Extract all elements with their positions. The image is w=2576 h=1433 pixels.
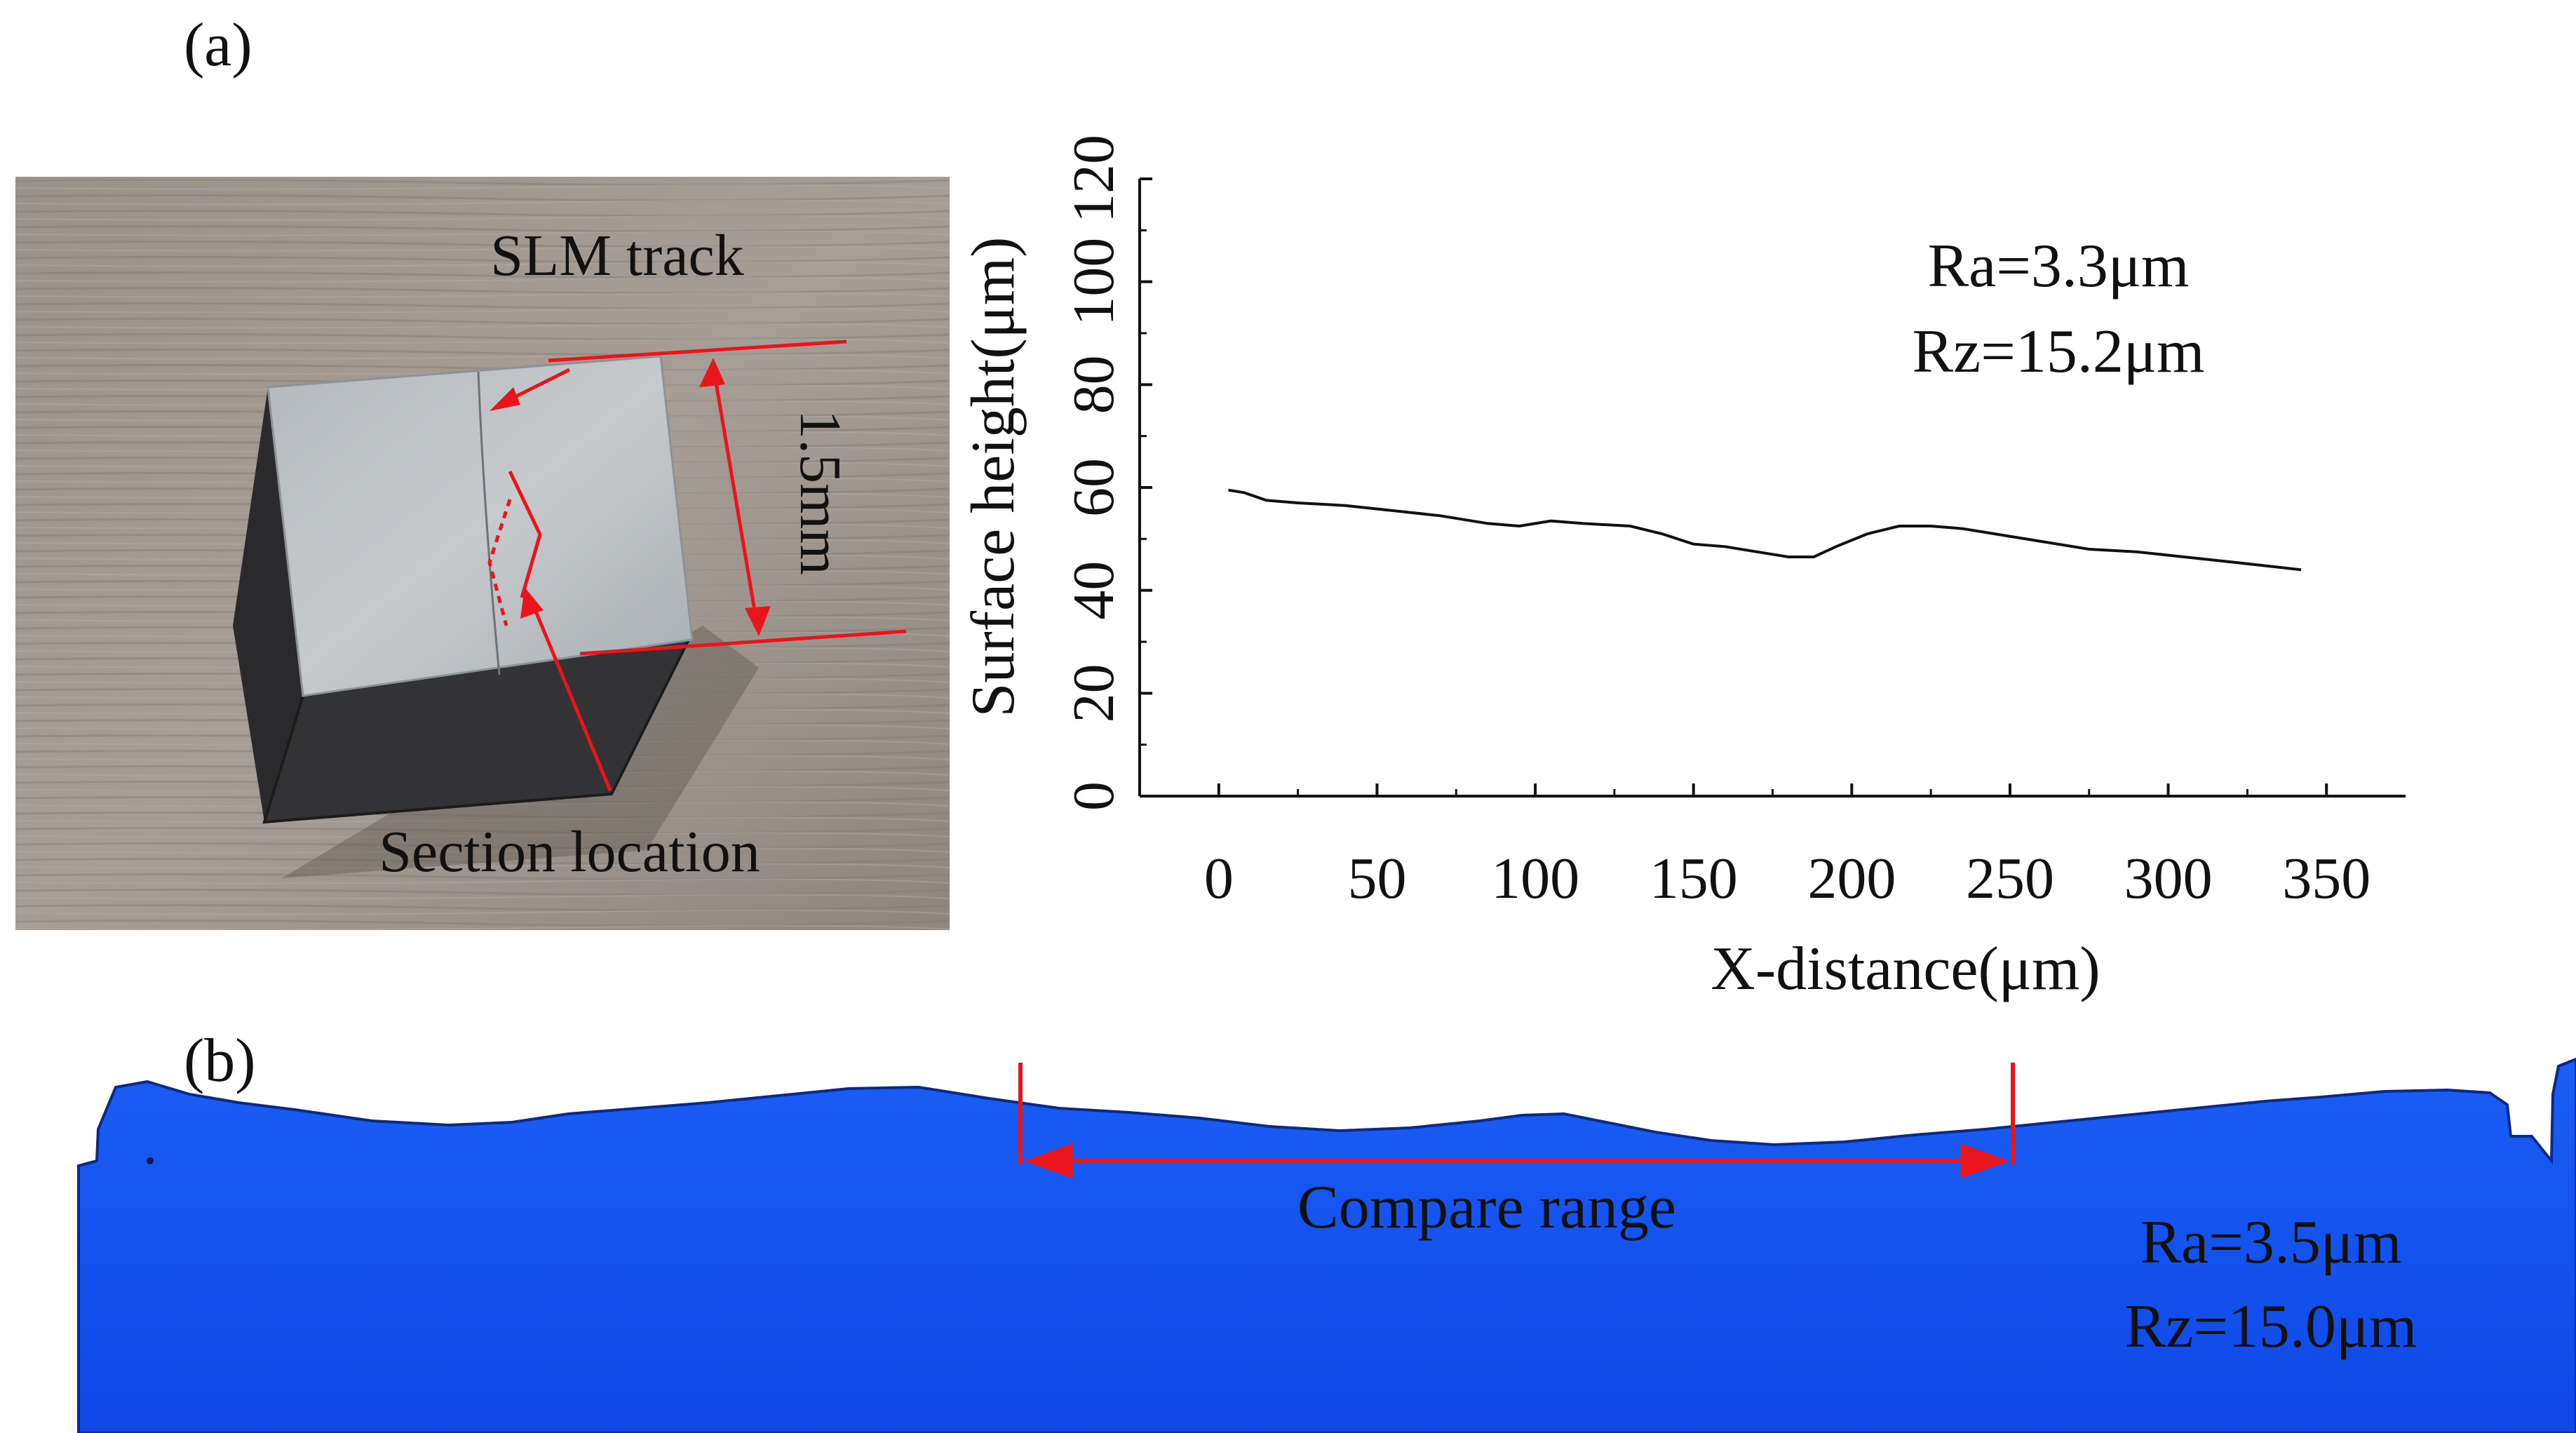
- y-tick-label: 80: [1061, 355, 1126, 414]
- surface-profile-chart: 0 20 40 60 80 100 120 0 50 100 150 200 250 300 350 Su…: [940, 84, 2427, 1017]
- x-tick-label: 0: [1204, 846, 1234, 911]
- compare-range-label: Compare range: [1297, 1173, 1676, 1242]
- slm-track-label: SLM track: [490, 223, 744, 288]
- panel-a-label: (a): [184, 11, 252, 79]
- x-tick-label: 200: [1807, 846, 1896, 911]
- x-tick-label: 300: [2124, 846, 2213, 911]
- panel-b-label: (b): [184, 1027, 256, 1095]
- y-axis-label: Surface height(μm): [959, 237, 1027, 718]
- cube-front-face: [264, 640, 689, 822]
- photo-annotations: [487, 339, 907, 791]
- x-tick-label: 150: [1650, 846, 1738, 911]
- compare-range-marker: [1018, 1063, 2015, 1178]
- x-tick-label: 100: [1491, 846, 1579, 911]
- surface-profile-line: [1228, 488, 2302, 572]
- rz-annotation: Rz=15.2μm: [1912, 318, 2204, 386]
- x-tick-label: 50: [1347, 846, 1406, 911]
- y-tick-label: 100: [1061, 238, 1126, 326]
- y-tick-label: 40: [1061, 561, 1126, 620]
- y-tick-label: 60: [1061, 458, 1126, 517]
- x-axis-label: X-distance(μm): [1711, 935, 2100, 1003]
- section-ra-text: Ra=3.5μm: [2140, 1209, 2401, 1277]
- ra-annotation: Ra=3.3μm: [1927, 232, 2189, 300]
- cross-section-image: Compare range Ra=3.5μm Rz=15.0μm: [77, 1038, 2576, 1433]
- cube-top-face: [267, 355, 694, 697]
- y-tick-label: 0: [1061, 781, 1126, 811]
- section-rz-text: Rz=15.0μm: [2124, 1293, 2417, 1361]
- y-tick-label: 20: [1061, 664, 1126, 722]
- section-body: [77, 1057, 2576, 1433]
- dimension-label: 1.5mm: [788, 410, 853, 575]
- cube-left-face: [233, 387, 303, 822]
- y-tick-label: 120: [1061, 135, 1126, 223]
- specimen-photo: SLM track 1.5mm Section location: [15, 177, 950, 930]
- x-tick-label: 350: [2282, 846, 2371, 911]
- section-location-label: Section location: [379, 819, 760, 884]
- x-tick-label: 250: [1966, 846, 2054, 911]
